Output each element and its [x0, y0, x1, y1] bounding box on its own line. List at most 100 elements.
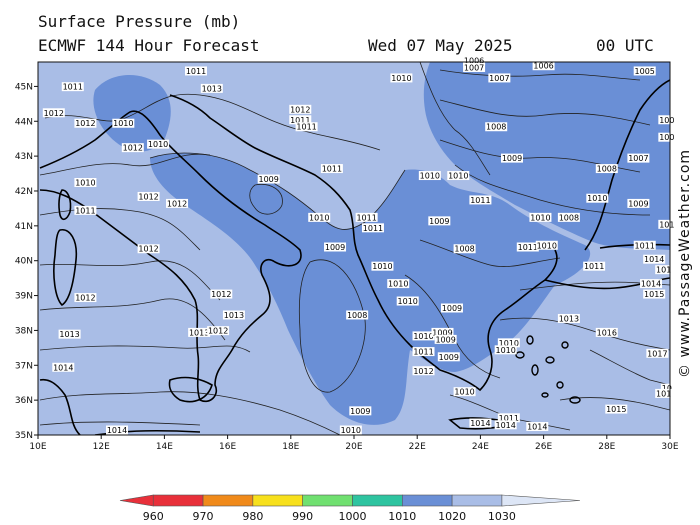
isobar-label-text: 1012 [167, 199, 187, 208]
isobar-label-bg [627, 198, 650, 208]
sicily [168, 376, 213, 403]
isobar-label-text: 1014 [53, 363, 73, 372]
lon-tick-label: 28E [598, 442, 615, 452]
longitude-axis: 10E 12E 14E 16E 18E 20E 22E 24E 26E 28E 30E [29, 435, 679, 452]
forecast-model: ECMWF 144 Hour Forecast [38, 36, 260, 55]
isobar-label-bg [324, 242, 347, 252]
isobar-label-text: 1005 [635, 67, 655, 76]
isobar-label-text: 1009 [429, 217, 449, 226]
isobar-label: 1009 [324, 242, 347, 252]
isobar-label: 1010 [418, 171, 441, 181]
isobar-label-text: 1012 [75, 294, 95, 303]
isobar-label-text: 1014 [470, 419, 490, 428]
isobar-label-bg [494, 345, 517, 355]
isobar-label: 1011 [320, 164, 343, 174]
isobar-label: 101 [655, 388, 673, 398]
isobar-label-bg [557, 212, 580, 222]
isobar-label-text: 1008 [454, 245, 474, 254]
colorbar-label: 980 [242, 510, 263, 523]
isobar-label: 1012 [121, 143, 144, 153]
isobar-label: 1008 [485, 122, 508, 132]
isobar-label-text: 1010 [454, 388, 474, 397]
isobar-label-text: 1011 [470, 196, 490, 205]
isobar-label-text: 1013 [189, 328, 209, 337]
isobar-label-text: 1010 [448, 172, 468, 181]
isobar-label: 1012 [210, 289, 233, 299]
isobar-label-text: 1010 [388, 280, 408, 289]
isobar-label-text: 1009 [432, 328, 452, 337]
coastlines [39, 79, 670, 435]
isobar-value-labels: 1011101110131010100610071007100610051012… [42, 56, 676, 435]
adriatic-east-coast [169, 94, 411, 346]
isobar-label-bg [453, 387, 476, 397]
isobar-label-text: 1011 [63, 83, 83, 92]
isobar-label: 1014 [469, 418, 492, 428]
isobar-label-text: 1011 [584, 262, 604, 271]
isobar-label: 1006 [532, 61, 555, 71]
isobar-label-bg [42, 108, 65, 118]
isobar-label-bg [74, 293, 97, 303]
isobar-label-bg [74, 118, 97, 128]
isobar-label-text: 1009 [502, 154, 522, 163]
isobar-label-bg [633, 66, 656, 76]
isobar-label: 1013 [557, 313, 580, 323]
isobar-label-text: 1007 [464, 63, 484, 72]
isobar-label: 1010 [586, 193, 609, 203]
isobar-label-text: 1011 [413, 348, 433, 357]
black-sea-south [599, 243, 670, 249]
isobar-label-bg [453, 244, 476, 254]
isobar-label: 1009 [440, 303, 463, 313]
forecast-time: 00 UTC [596, 36, 654, 55]
isobar-label-bg [137, 244, 160, 254]
isobar-label-bg [121, 143, 144, 153]
lon-tick-label: 24E [472, 442, 489, 452]
isobar-label: 1011 [583, 261, 606, 271]
forecast-date: Wed 07 May 2025 [368, 36, 513, 55]
low-pressure-region-central [150, 153, 591, 425]
isobar-label: 1012 [289, 104, 312, 114]
isobar-label: 1012 [166, 198, 189, 208]
isobar-label-bg [428, 216, 451, 226]
isobar-label-text: 1010 [391, 74, 411, 83]
isobar-label-text: 1011 [322, 165, 342, 174]
colorbar-label: 970 [193, 510, 214, 523]
isobar-label-text: 1014 [107, 426, 127, 435]
isobar-label-text: 1009 [325, 243, 345, 252]
lon-tick-label: 20E [345, 442, 362, 452]
colorbar-segment [401, 494, 453, 507]
isobar-label-bg [339, 425, 362, 435]
isobar-label-bg [147, 139, 170, 149]
isobar-label-bg [308, 212, 331, 222]
isobar-label-bg [431, 327, 454, 337]
isobar-label-bg [658, 132, 676, 142]
isobar-label-bg [643, 289, 666, 299]
isobar-label-text: 1010 [420, 172, 440, 181]
isobar-label-bg [112, 118, 135, 128]
isobar-label-text: 1012 [211, 290, 231, 299]
isobar-label: 1011 [469, 195, 492, 205]
isobar-label-text: 1012 [138, 245, 158, 254]
isobar-label-text: 1009 [628, 199, 648, 208]
isobar-label-text: 1017 [647, 349, 667, 358]
isobar-label-bg [222, 310, 245, 320]
isobar-label: 1012 [207, 326, 230, 336]
isobar-label: 1010 [339, 425, 362, 435]
isobar-label-text: 1010 [372, 262, 392, 271]
isobar-label-text: 1009 [259, 175, 279, 184]
isobar-label-text: 1011 [363, 224, 383, 233]
isobar-label-text: 1012 [413, 367, 433, 376]
aegean-islands [515, 335, 581, 404]
isobar-label-bg [595, 327, 618, 337]
isobar-label-bg [412, 347, 435, 357]
isobar-label-text: 1006 [533, 62, 553, 71]
colorbar-tip-left [119, 494, 154, 507]
lon-tick-label: 12E [93, 442, 110, 452]
isobar-label-bg [207, 326, 230, 336]
isobar-label-bg [346, 310, 369, 320]
isobar-label-text: 1010 [499, 339, 519, 348]
isobar-label-text: 1007 [489, 74, 509, 83]
isobar-label-text: 1013 [202, 84, 222, 93]
isobar-label: 1009 [428, 216, 451, 226]
isobar-label: 1012 [74, 293, 97, 303]
isobar-label-bg [627, 153, 650, 163]
